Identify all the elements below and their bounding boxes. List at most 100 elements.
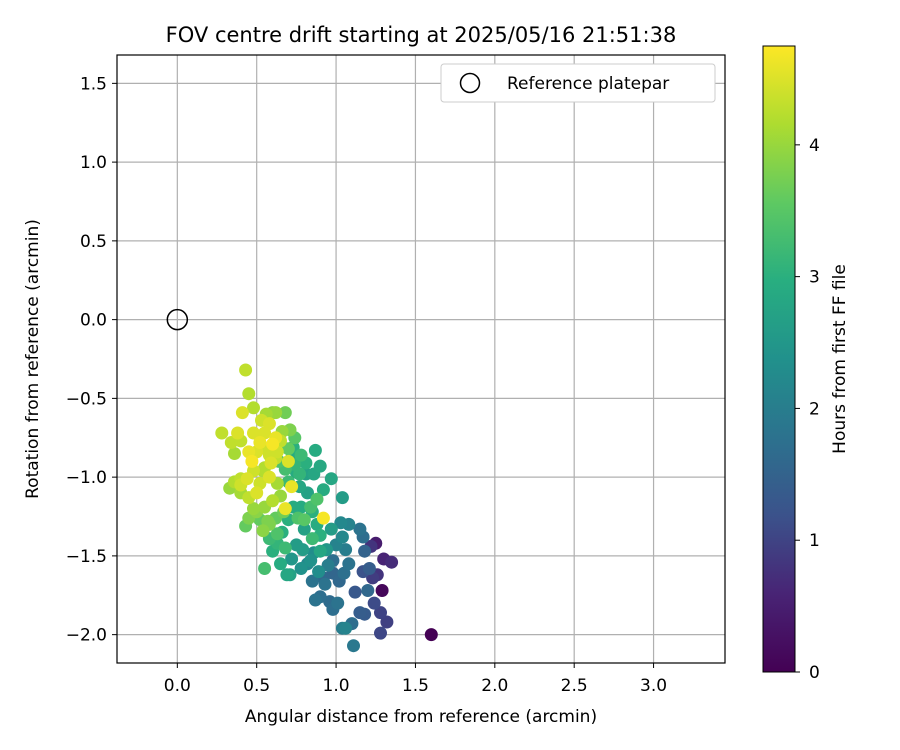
legend-box — [440, 63, 716, 103]
data-point — [281, 442, 295, 456]
data-point — [374, 606, 387, 620]
plot-area — [116, 54, 726, 664]
data-point — [316, 483, 330, 497]
plot-frame — [116, 54, 726, 664]
data-point — [348, 585, 362, 599]
data-point — [250, 486, 264, 500]
data-point — [339, 621, 353, 635]
legend-reference-label: Reference platepar — [507, 74, 669, 94]
colorbar-tick-label: 3 — [809, 268, 820, 288]
data-point — [313, 459, 327, 473]
data-point — [294, 562, 308, 575]
data-point — [324, 522, 338, 536]
data-point — [380, 615, 394, 629]
x-tick-label: 2.5 — [561, 676, 588, 696]
data-point — [331, 596, 345, 610]
data-point — [324, 472, 338, 486]
data-points — [215, 363, 438, 653]
grid — [117, 55, 725, 663]
data-point — [285, 480, 299, 494]
data-point — [256, 524, 270, 538]
data-point — [312, 565, 326, 579]
data-point — [293, 467, 307, 481]
legend-reference-marker — [459, 72, 481, 94]
data-point — [262, 470, 276, 484]
x-tick-label: 0.5 — [243, 676, 270, 696]
y-tick-label: 0.5 — [80, 232, 107, 252]
y-tick-label: −0.5 — [66, 389, 107, 409]
data-point — [274, 557, 287, 571]
x-tick-label: 2.0 — [481, 676, 508, 696]
data-point — [231, 426, 245, 440]
data-point — [335, 530, 349, 544]
colorbar-label: Hours from first FF file — [830, 264, 850, 454]
data-point — [334, 516, 348, 530]
data-point — [385, 555, 399, 569]
data-point — [215, 426, 229, 440]
data-point — [239, 363, 253, 377]
data-point — [245, 454, 259, 468]
y-tick-label: 1.5 — [80, 74, 107, 94]
y-tick-label: 0.0 — [80, 311, 107, 331]
data-point — [240, 472, 254, 486]
x-tick-label: 0.0 — [164, 676, 191, 696]
data-point — [247, 502, 260, 516]
data-point — [310, 492, 324, 506]
colorbar-tick-label: 4 — [809, 136, 820, 156]
data-point — [297, 522, 311, 536]
data-point — [280, 568, 294, 582]
legend: Reference platepar — [440, 63, 716, 103]
data-point — [296, 543, 310, 557]
data-point — [362, 562, 376, 575]
data-point — [374, 626, 387, 640]
y-tick-label: −1.5 — [66, 547, 107, 567]
data-point — [264, 456, 278, 470]
data-point — [258, 562, 272, 575]
data-point — [367, 596, 381, 610]
data-point — [266, 437, 280, 451]
data-point — [347, 639, 360, 653]
x-tick-label: 3.0 — [640, 676, 667, 696]
data-point — [242, 387, 256, 401]
axis-ticks: 0.0 0.5 1.0 1.5 2.0 2.5 3.0 1.5 1.0 0.5 0.0 −0.5 −1.… — [66, 74, 667, 696]
data-point — [305, 532, 319, 546]
data-point — [316, 511, 330, 525]
reference-marker — [166, 308, 189, 331]
x-axis-label: Angular distance from reference (arcmin) — [245, 707, 597, 727]
data-point — [266, 494, 280, 508]
chart-title: FOV centre drift starting at 2025/05/16 … — [166, 23, 677, 47]
data-point — [247, 401, 260, 415]
data-point — [278, 502, 292, 516]
data-point — [281, 454, 295, 468]
reference-marker-layer — [166, 308, 189, 331]
data-point — [228, 447, 241, 460]
data-point — [235, 406, 249, 420]
data-point — [318, 577, 332, 591]
y-axis-label: Rotation from reference (arcmin) — [23, 219, 43, 499]
colorbar: 0 1 2 3 4 Hours from first FF file — [762, 45, 850, 683]
data-point — [361, 584, 375, 597]
data-point — [308, 443, 322, 457]
data-point — [308, 593, 322, 607]
data-point — [353, 606, 367, 620]
y-tick-label: −1.0 — [66, 468, 107, 488]
colorbar-gradient — [762, 45, 796, 673]
data-point — [335, 491, 349, 505]
colorbar-tick-label: 0 — [809, 663, 820, 683]
colorbar-tick-label: 1 — [809, 531, 820, 551]
data-point — [305, 574, 319, 588]
x-tick-label: 1.5 — [402, 676, 429, 696]
y-tick-label: 1.0 — [80, 153, 107, 173]
data-point — [278, 541, 292, 555]
data-point — [424, 628, 438, 642]
data-point — [342, 557, 356, 571]
x-tick-label: 1.0 — [323, 676, 350, 696]
colorbar-tick-label: 2 — [809, 399, 820, 419]
data-point — [278, 406, 292, 420]
data-point — [321, 558, 335, 572]
data-point — [313, 544, 327, 558]
y-tick-label: −2.0 — [66, 626, 107, 646]
data-point — [304, 554, 318, 568]
data-point — [253, 436, 267, 449]
